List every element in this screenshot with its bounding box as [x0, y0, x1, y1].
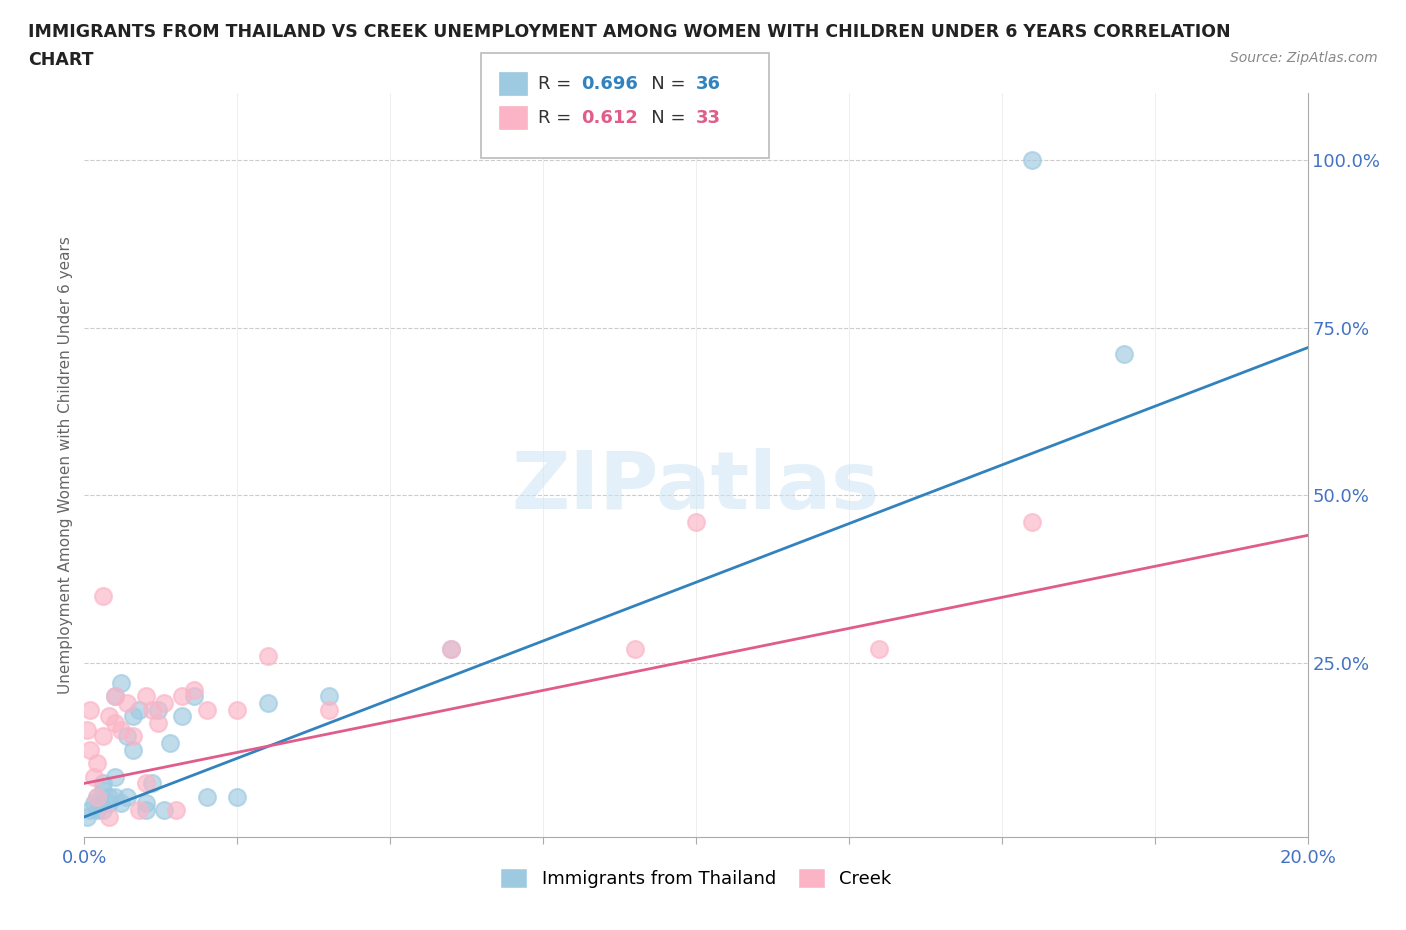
- Text: 0.612: 0.612: [581, 109, 637, 127]
- Point: [91, 803, 114, 817]
- Point: [79, 803, 101, 817]
- Point: [685, 514, 707, 529]
- Point: [141, 776, 163, 790]
- Text: N =: N =: [634, 74, 692, 93]
- Point: [195, 702, 218, 717]
- Point: [91, 783, 114, 798]
- Point: [195, 790, 218, 804]
- Point: [104, 769, 127, 784]
- Point: [89, 796, 111, 811]
- Point: [97, 796, 120, 811]
- Text: N =: N =: [634, 109, 692, 127]
- Point: [183, 682, 205, 697]
- Text: 0.696: 0.696: [581, 74, 637, 93]
- Point: [135, 803, 157, 817]
- Point: [869, 642, 891, 657]
- Point: [97, 709, 120, 724]
- Point: [1021, 514, 1043, 529]
- Point: [86, 803, 108, 817]
- Point: [76, 723, 98, 737]
- Point: [79, 702, 101, 717]
- Point: [86, 790, 108, 804]
- Point: [141, 702, 163, 717]
- Point: [226, 790, 249, 804]
- Point: [83, 769, 105, 784]
- Text: ZIPatlas: ZIPatlas: [512, 448, 880, 526]
- Point: [146, 702, 169, 717]
- Point: [122, 729, 145, 744]
- Y-axis label: Unemployment Among Women with Children Under 6 years: Unemployment Among Women with Children U…: [58, 236, 73, 694]
- Point: [86, 790, 108, 804]
- Point: [318, 702, 340, 717]
- Point: [257, 648, 280, 663]
- Point: [104, 689, 127, 704]
- Text: 33: 33: [696, 109, 721, 127]
- Point: [122, 709, 145, 724]
- Point: [165, 803, 187, 817]
- Point: [183, 689, 205, 704]
- Point: [135, 796, 157, 811]
- Point: [257, 696, 280, 711]
- Point: [135, 689, 157, 704]
- Point: [115, 696, 138, 711]
- Point: [83, 796, 105, 811]
- Point: [110, 723, 132, 737]
- Point: [1021, 153, 1043, 167]
- Legend: Immigrants from Thailand, Creek: Immigrants from Thailand, Creek: [494, 860, 898, 895]
- Point: [172, 689, 194, 704]
- Point: [91, 776, 114, 790]
- Point: [79, 742, 101, 757]
- Point: [97, 809, 120, 824]
- Point: [104, 689, 127, 704]
- Point: [86, 756, 108, 771]
- Point: [128, 702, 150, 717]
- Point: [146, 715, 169, 730]
- Point: [440, 642, 463, 657]
- Text: CHART: CHART: [28, 51, 94, 69]
- Point: [159, 736, 181, 751]
- Point: [1114, 347, 1136, 362]
- Point: [104, 790, 127, 804]
- Text: R =: R =: [538, 74, 578, 93]
- Point: [440, 642, 463, 657]
- Point: [104, 715, 127, 730]
- Point: [115, 729, 138, 744]
- Text: Source: ZipAtlas.com: Source: ZipAtlas.com: [1230, 51, 1378, 65]
- Point: [153, 803, 176, 817]
- Point: [110, 675, 132, 690]
- Point: [172, 709, 194, 724]
- Point: [91, 589, 114, 604]
- Point: [318, 689, 340, 704]
- Point: [624, 642, 647, 657]
- Point: [122, 742, 145, 757]
- Point: [153, 696, 176, 711]
- Point: [115, 790, 138, 804]
- Point: [97, 790, 120, 804]
- Point: [135, 776, 157, 790]
- Text: R =: R =: [538, 109, 578, 127]
- Point: [226, 702, 249, 717]
- Point: [128, 803, 150, 817]
- Point: [110, 796, 132, 811]
- Text: IMMIGRANTS FROM THAILAND VS CREEK UNEMPLOYMENT AMONG WOMEN WITH CHILDREN UNDER 6: IMMIGRANTS FROM THAILAND VS CREEK UNEMPL…: [28, 23, 1230, 41]
- Text: 36: 36: [696, 74, 721, 93]
- Point: [76, 809, 98, 824]
- Point: [91, 729, 114, 744]
